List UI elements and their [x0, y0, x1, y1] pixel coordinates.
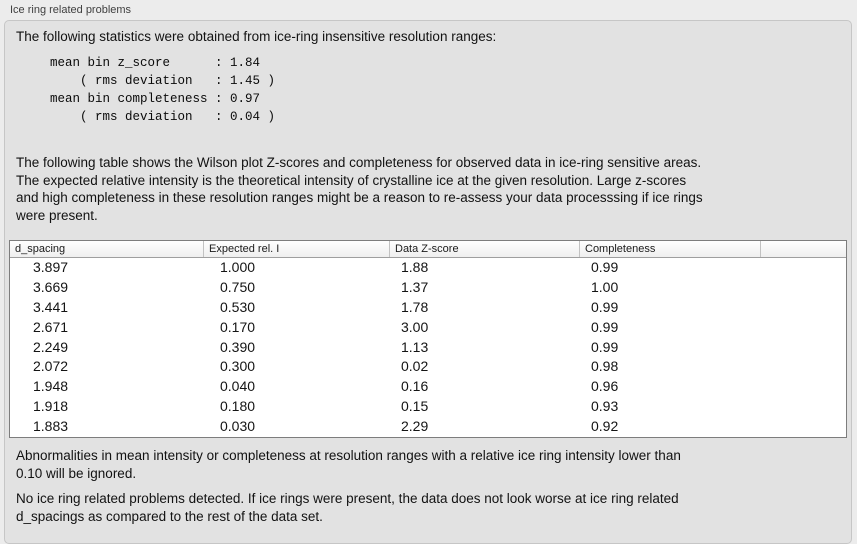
cell-completeness: 0.92	[591, 418, 619, 435]
cell-expected-rel-i: 0.030	[220, 418, 256, 435]
cell-expected-rel-i: 0.170	[220, 318, 256, 335]
table-row[interactable]: 2.072 0.300 0.02 0.98	[10, 357, 846, 378]
table-body: 3.897 1.000 1.88 0.99 3.669 0.750 1.37 1…	[10, 258, 846, 438]
cell-d-spacing: 2.072	[33, 358, 69, 375]
cell-data-z-score: 1.13	[401, 338, 429, 355]
table-row[interactable]: 2.249 0.390 1.13 0.99	[10, 337, 846, 358]
table-row[interactable]: 2.671 0.170 3.00 0.99	[10, 317, 846, 338]
cell-filler	[761, 357, 846, 377]
cell-completeness: 0.99	[591, 338, 619, 355]
cell-data-z-score: 1.37	[401, 278, 429, 295]
table-row[interactable]: 3.441 0.530 1.78 0.99	[10, 297, 846, 318]
column-header-expected-rel-i[interactable]: Expected rel. I	[204, 241, 390, 257]
cell-filler	[761, 417, 846, 437]
cell-data-z-score: 1.78	[401, 298, 429, 315]
table-row[interactable]: 1.948 0.040 0.16 0.96	[10, 377, 846, 398]
cell-d-spacing: 2.671	[33, 318, 69, 335]
column-header-completeness[interactable]: Completeness	[580, 241, 761, 257]
column-header-filler	[761, 241, 846, 257]
cell-filler	[761, 298, 846, 318]
cell-d-spacing: 3.897	[33, 259, 69, 275]
cell-completeness: 0.93	[591, 398, 619, 415]
cell-filler	[761, 338, 846, 358]
column-header-data-z-score[interactable]: Data Z-score	[390, 241, 580, 257]
cell-completeness: 0.98	[591, 358, 619, 375]
ice-ring-table: d_spacing Expected rel. I Data Z-score C…	[9, 240, 847, 438]
table-header: d_spacing Expected rel. I Data Z-score C…	[10, 241, 846, 258]
cell-completeness: 0.99	[591, 298, 619, 315]
intro-text: The following statistics were obtained f…	[16, 29, 497, 44]
cell-expected-rel-i: 1.000	[220, 259, 256, 275]
cell-completeness: 0.99	[591, 318, 619, 335]
cell-expected-rel-i: 0.180	[220, 398, 256, 415]
table-row[interactable]: 3.897 1.000 1.88 0.99	[10, 258, 846, 278]
cell-expected-rel-i: 0.750	[220, 278, 256, 295]
table-description: The following table shows the Wilson plo…	[16, 155, 703, 223]
cell-d-spacing: 1.883	[33, 418, 69, 435]
cell-d-spacing: 1.918	[33, 398, 69, 415]
cell-expected-rel-i: 0.530	[220, 298, 256, 315]
cell-expected-rel-i: 0.040	[220, 378, 256, 395]
cell-data-z-score: 3.00	[401, 318, 429, 335]
cell-data-z-score: 0.15	[401, 398, 429, 415]
table-row[interactable]: 3.669 0.750 1.37 1.00	[10, 277, 846, 298]
cell-filler	[761, 377, 846, 397]
cell-filler	[761, 278, 846, 298]
cell-d-spacing: 2.249	[33, 338, 69, 355]
column-header-d-spacing[interactable]: d_spacing	[10, 241, 204, 257]
conclusion-text: No ice ring related problems detected. I…	[16, 491, 679, 524]
group-box-title: Ice ring related problems	[10, 4, 132, 16]
cell-data-z-score: 0.16	[401, 378, 429, 395]
cell-filler	[761, 318, 846, 338]
cell-data-z-score: 1.88	[401, 259, 429, 275]
cell-d-spacing: 3.669	[33, 278, 69, 295]
cell-filler	[761, 258, 846, 278]
cell-filler	[761, 397, 846, 417]
table-row[interactable]: 1.918 0.180 0.15 0.93	[10, 397, 846, 418]
stats-block: mean bin z_score : 1.84 ( rms deviation …	[50, 56, 276, 124]
cell-completeness: 0.96	[591, 378, 619, 395]
cell-d-spacing: 1.948	[33, 378, 69, 395]
cell-data-z-score: 0.02	[401, 358, 429, 375]
cell-completeness: 0.99	[591, 259, 619, 275]
cell-expected-rel-i: 0.390	[220, 338, 256, 355]
cell-data-z-score: 2.29	[401, 418, 429, 435]
cell-d-spacing: 3.441	[33, 298, 69, 315]
cell-completeness: 1.00	[591, 278, 619, 295]
cell-expected-rel-i: 0.300	[220, 358, 256, 375]
ignored-note-text: Abnormalities in mean intensity or compl…	[16, 448, 681, 481]
table-row[interactable]: 1.883 0.030 2.29 0.92	[10, 417, 846, 438]
